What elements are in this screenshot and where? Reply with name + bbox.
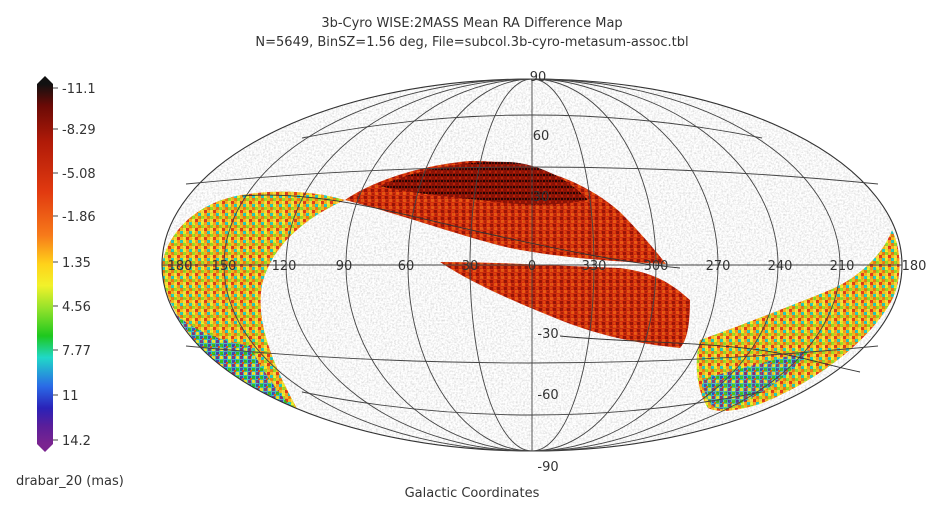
lon-tick: 210 [830,259,855,274]
lat-tick: -30 [537,327,558,342]
colorbar-tick: 11 [62,389,79,404]
lon-tick: 180 [168,259,193,274]
colorbar-ticks [53,87,58,441]
colorbar-tick: -8.29 [62,123,96,138]
colorbar-tick: 1.35 [62,256,91,271]
chart-subtitle: N=5649, BinSZ=1.56 deg, File=subcol.3b-c… [255,35,689,50]
parallel-minus-30 [185,345,879,364]
lat-tick: -60 [537,388,558,403]
colorbar-label: drabar_20 (mas) [16,474,124,489]
lat-tick: 30 [533,190,550,205]
colorbar-top-cap [37,76,53,84]
chart-title: 3b-Cyro WISE:2MASS Mean RA Difference Ma… [321,16,623,31]
colorbar-tick-labels: -11.1 -8.29 -5.08 -1.86 1.35 4.56 7.77 1… [62,82,96,449]
lon-tick: 60 [398,259,415,274]
coordinate-system-label: Galactic Coordinates [404,486,540,501]
colorbar-bottom-cap [37,444,53,452]
parallel-30 [185,166,879,185]
chart-title-block: 3b-Cyro WISE:2MASS Mean RA Difference Ma… [0,14,944,52]
colorbar-tick: 7.77 [62,344,91,359]
colorbar [37,76,53,452]
ecliptic-trace [241,194,681,269]
colorbar-tick: -11.1 [62,82,96,97]
ecliptic-trace-south [559,335,861,373]
lon-tick: 300 [644,259,669,274]
colorbar-tick: -1.86 [62,210,96,225]
longitude-labels: 180 150 120 90 60 30 0 330 300 270 240 2… [168,259,927,274]
lon-tick: 120 [272,259,297,274]
lon-tick: 150 [212,259,237,274]
lon-tick: 90 [336,259,353,274]
parallel-60 [301,114,763,139]
colorbar-ramp [37,84,53,444]
lon-tick: 0 [528,259,536,274]
lat-tick: -90 [537,460,558,475]
parallel-minus-60 [301,391,763,416]
lat-tick: 90 [530,70,547,85]
colorbar-tick: 4.56 [62,300,91,315]
lon-tick: 240 [768,259,793,274]
colorbar-tick: -5.08 [62,167,96,182]
colorbar-tick: 14.2 [62,434,91,449]
lon-tick: 180 [902,259,927,274]
lon-tick: 330 [582,259,607,274]
graticule [161,78,903,452]
latitude-labels: 90 60 30 -30 -60 -90 [530,70,559,475]
lon-tick: 30 [462,259,479,274]
lat-tick: 60 [533,129,550,144]
lon-tick: 270 [706,259,731,274]
